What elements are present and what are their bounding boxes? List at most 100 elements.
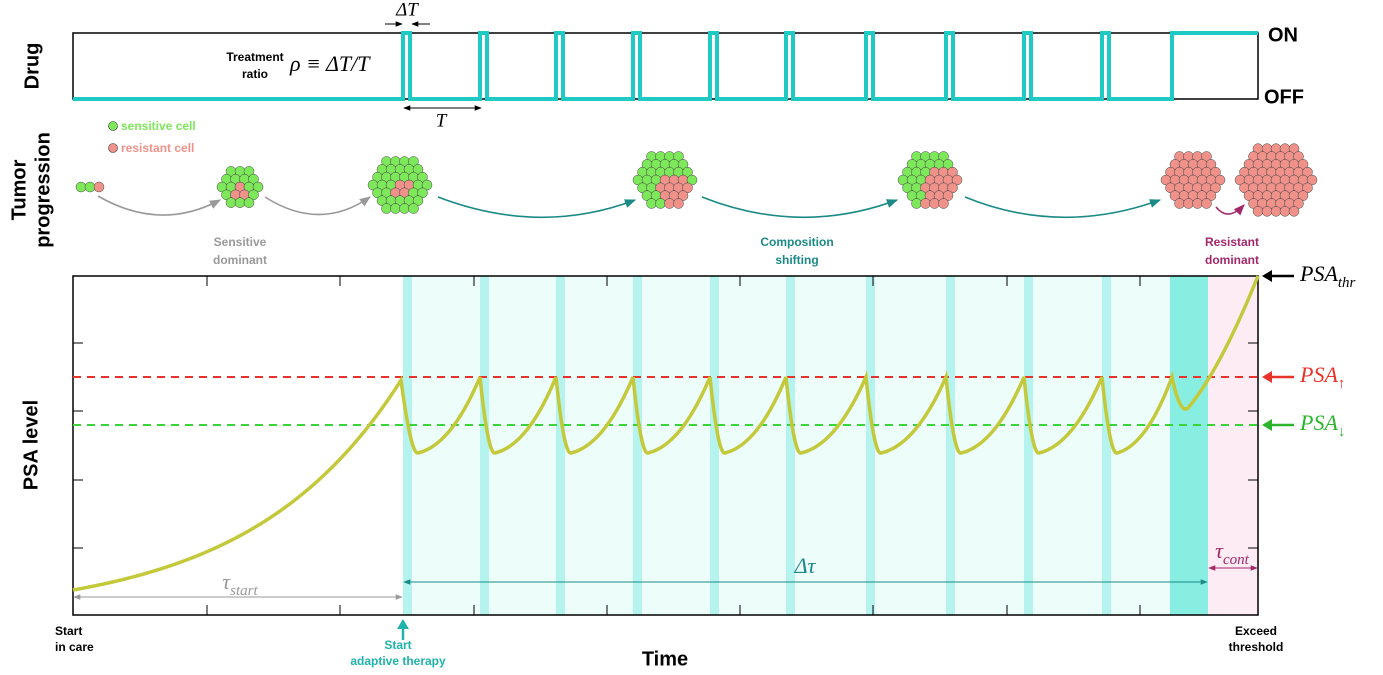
on-label: ON [1268, 24, 1298, 46]
cell [1297, 190, 1309, 201]
cell [646, 198, 657, 209]
cell [1192, 198, 1203, 209]
event-label: Exceed [1235, 624, 1277, 638]
legend-label: sensitive cell [121, 119, 196, 133]
cell [412, 195, 424, 206]
treatment-ratio: Treatment [226, 50, 283, 64]
time-axis-label: Time [642, 648, 688, 670]
cell [911, 198, 922, 209]
cell [1205, 159, 1217, 170]
cell [929, 198, 940, 209]
cell [417, 187, 428, 199]
interval-label-main: Δτ [794, 553, 817, 578]
cell [677, 159, 689, 170]
cell [1302, 166, 1313, 178]
cell [93, 181, 105, 193]
cell [673, 151, 684, 162]
cell [1210, 166, 1221, 178]
delta-t: ΔT [395, 0, 419, 20]
cell [1288, 206, 1300, 217]
cell [1183, 198, 1194, 209]
cell [686, 174, 698, 186]
drug-schedule [73, 31, 1258, 101]
treatment-band [403, 276, 412, 615]
cell [248, 189, 259, 201]
cell [942, 190, 954, 201]
cell [1297, 159, 1309, 170]
off-label: OFF [1264, 86, 1304, 108]
cell [243, 197, 255, 208]
interval-label: τstart [222, 569, 258, 599]
cell [1279, 206, 1291, 217]
cell [673, 198, 684, 209]
drug-frame [72, 32, 1259, 100]
psa-curve [72, 275, 1260, 592]
cell [408, 156, 419, 167]
treatment-band [633, 276, 642, 615]
cell [951, 174, 963, 186]
treatment-band [946, 276, 955, 615]
period-label: T [436, 110, 448, 131]
progression-arrow [437, 196, 637, 219]
cell [947, 166, 958, 178]
cell [942, 159, 954, 170]
tumor-axis-label: progression [32, 132, 54, 248]
cell [1201, 151, 1212, 162]
stage-label: Sensitive [214, 235, 267, 249]
treatment-band [1102, 276, 1111, 615]
cell [421, 179, 433, 191]
threshold-label: PSAthr [1299, 261, 1356, 291]
cell [1306, 174, 1318, 186]
event-label: Start [384, 638, 411, 652]
cell [399, 203, 410, 214]
interval-label: Δτ [794, 553, 817, 578]
cell [947, 182, 958, 194]
threshold-label-sub: ↓ [1338, 424, 1346, 440]
threshold-label-main: PSA [1299, 261, 1338, 286]
interval-label-main: τ [222, 569, 231, 594]
threshold-label-main: PSA [1299, 410, 1338, 435]
interval-label-sub: start [230, 583, 258, 599]
cell [84, 181, 96, 193]
stage-label: dominant [1205, 253, 1259, 267]
drug-axis-label: Drug [21, 43, 43, 90]
ratio-formula: ρ ≡ ΔT/T [289, 51, 371, 76]
cell [417, 171, 428, 183]
threshold-arrowhead [1262, 371, 1272, 383]
cell [408, 203, 419, 214]
cell [920, 198, 931, 209]
cell [655, 198, 666, 209]
start-arrowhead [397, 619, 409, 629]
event-label: Start [55, 624, 82, 638]
legend-resistant [108, 143, 118, 153]
treatment-band [710, 276, 719, 615]
threshold-arrowhead [1262, 419, 1272, 431]
progression-arrow [701, 196, 899, 219]
cell [1288, 143, 1300, 154]
continuous-band [1170, 276, 1208, 615]
cell [412, 164, 424, 175]
event-label: adaptive therapy [350, 654, 446, 668]
interval-label: τcont [1215, 538, 1250, 568]
treatment-ratio: ratio [242, 67, 268, 81]
treatment-band [556, 276, 565, 615]
cell [1261, 206, 1273, 217]
progression-arrow [964, 196, 1162, 219]
cell [1205, 190, 1217, 201]
event-label: in care [55, 640, 94, 654]
cell [390, 203, 401, 214]
cell [1293, 151, 1304, 162]
progression-arrow [97, 195, 221, 216]
cell [234, 197, 246, 208]
cell [1302, 182, 1313, 194]
treatment-band [866, 276, 875, 615]
cell [682, 182, 693, 194]
legend-sensitive [108, 121, 118, 131]
cell [243, 166, 255, 177]
cell [75, 181, 87, 193]
cell [1270, 206, 1282, 217]
threshold-label-sub: thr [1338, 275, 1356, 291]
cell [938, 151, 949, 162]
